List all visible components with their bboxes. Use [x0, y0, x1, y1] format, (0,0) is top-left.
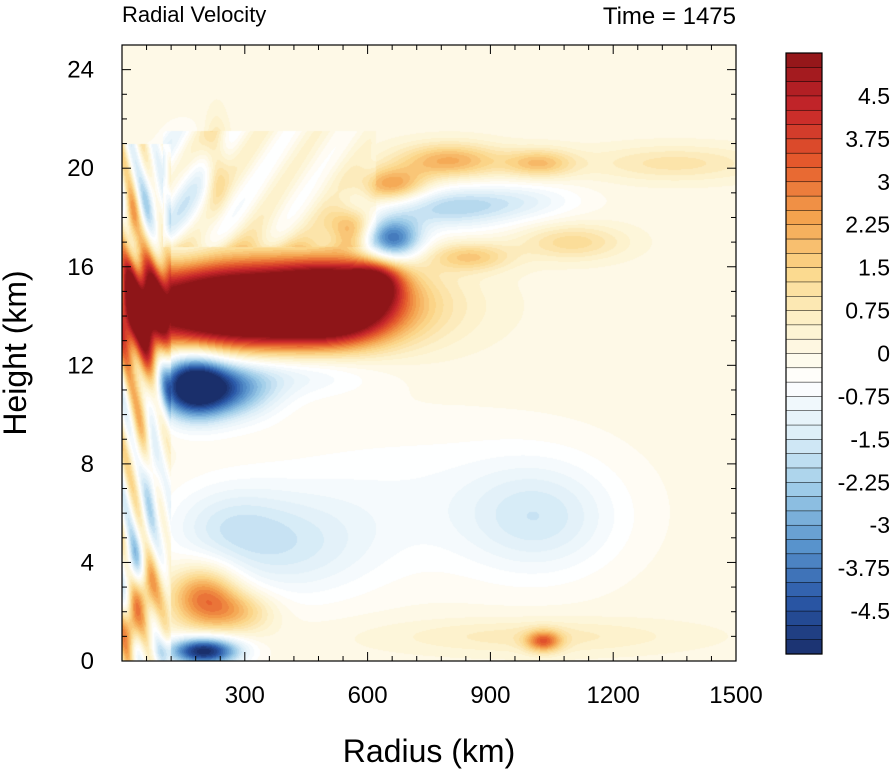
colorbar-swatch	[785, 238, 823, 254]
colorbar-swatch	[785, 467, 823, 483]
colorbar-swatch	[785, 453, 823, 469]
colorbar-label: -0.75	[838, 383, 890, 409]
colorbar-swatch	[785, 152, 823, 169]
y-tick-label: 20	[67, 155, 94, 182]
y-tick-label: 0	[81, 648, 94, 675]
colorbar-swatch	[785, 224, 823, 240]
colorbar-label: -2.25	[838, 469, 890, 495]
colorbar-swatch	[785, 496, 823, 512]
y-tick-label: 4	[81, 549, 94, 576]
colorbar-swatch	[785, 210, 823, 226]
colorbar-swatch	[785, 510, 823, 526]
chart-title: Radial Velocity	[122, 2, 266, 27]
colorbar-swatch	[785, 67, 823, 83]
colorbar-swatch	[785, 81, 823, 97]
y-axis-label: Height (km)	[0, 270, 33, 435]
colorbar-label: -3	[870, 512, 890, 538]
colorbar-swatch	[785, 95, 823, 111]
colorbar-label: 1.5	[858, 255, 890, 281]
colorbar-swatch	[785, 424, 823, 440]
x-tick-label: 1200	[587, 682, 640, 709]
y-tick-label: 12	[67, 352, 94, 379]
x-tick-label: 900	[470, 682, 510, 709]
colorbar-swatch	[785, 539, 823, 555]
colorbar-swatch	[785, 124, 823, 140]
colorbar-swatch	[785, 482, 823, 498]
colorbar-swatch	[785, 267, 823, 283]
time-label: Time = 1475	[603, 3, 736, 30]
colorbar-swatch	[785, 195, 823, 211]
colorbar-label: 0.75	[845, 298, 890, 324]
colorbar-swatch	[785, 310, 823, 326]
colorbar-labels: 4.5 3.75 3 2.25 1.5 0.75 0 -0.75 -1.5 -2.25 -3 -3.7…	[838, 83, 890, 624]
y-tick-label: 24	[67, 57, 94, 84]
colorbar-label: 0	[877, 341, 890, 367]
colorbar-swatch	[785, 396, 823, 412]
colorbar-swatch	[785, 381, 823, 397]
colorbar-swatch	[785, 367, 823, 383]
colorbar-label: -4.5	[850, 598, 890, 624]
axis-ticks	[122, 45, 736, 661]
x-tick-label: 300	[225, 682, 265, 709]
colorbar-swatch	[785, 52, 823, 68]
y-tick-labels: 0 4 8 12 16 20 24	[67, 57, 94, 675]
colorbar-swatch	[785, 610, 823, 626]
colorbar-swatch	[785, 596, 823, 612]
heatmap-field	[122, 45, 736, 661]
x-tick-label: 600	[348, 682, 388, 709]
y-tick-label: 8	[81, 451, 94, 478]
colorbar-swatch	[785, 296, 823, 312]
colorbar-label: 3.75	[845, 126, 890, 152]
colorbar-swatch	[785, 625, 823, 641]
colorbar-swatch	[785, 410, 823, 426]
colorbar	[785, 52, 823, 655]
colorbar-swatch	[785, 353, 823, 369]
colorbar-swatch	[785, 338, 823, 355]
colorbar-swatch	[785, 582, 823, 598]
plot-frame	[121, 44, 737, 662]
colorbar-swatch	[785, 109, 823, 126]
x-tick-labels: 300 600 900 1200 1500	[225, 682, 763, 709]
colorbar-label: -1.5	[850, 426, 890, 452]
colorbar-label: 3	[877, 169, 890, 195]
colorbar-label: 2.25	[845, 212, 890, 238]
y-tick-label: 16	[67, 254, 94, 281]
colorbar-label: -3.75	[838, 555, 890, 581]
colorbar-swatch	[785, 553, 823, 569]
colorbar-swatch	[785, 639, 823, 655]
colorbar-swatch	[785, 253, 823, 269]
colorbar-swatch	[785, 138, 823, 154]
colorbar-swatch	[785, 567, 823, 584]
x-tick-label: 1500	[709, 682, 762, 709]
colorbar-frame	[785, 52, 823, 655]
colorbar-swatch	[785, 439, 823, 455]
heatmap-image	[122, 45, 736, 661]
colorbar-swatch	[785, 324, 823, 340]
colorbar-swatch	[785, 281, 823, 297]
x-axis-label: Radius (km)	[343, 733, 515, 769]
colorbar-swatch	[785, 167, 823, 183]
colorbar-label: 4.5	[858, 83, 890, 109]
colorbar-swatch	[785, 181, 823, 197]
colorbar-swatch	[785, 524, 823, 541]
